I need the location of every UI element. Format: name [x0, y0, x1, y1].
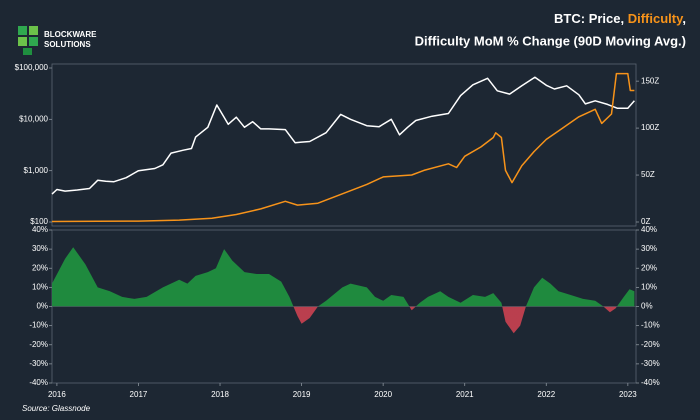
y2-tick-label: 100Z: [641, 123, 659, 132]
y-tick-label: 0%: [36, 302, 48, 311]
x-tick-label: 2021: [456, 390, 474, 399]
logo-block: [23, 48, 32, 55]
logo-text: SOLUTIONS: [44, 40, 91, 49]
series-line: [51, 72, 635, 223]
y-tick-label: -30%: [641, 359, 660, 368]
y-tick-label: -20%: [641, 340, 660, 349]
y-tick-label: 0%: [641, 302, 653, 311]
logo: BLOCKWARE SOLUTIONS: [18, 26, 97, 55]
x-tick-label: 2018: [211, 390, 229, 399]
logo-block: [18, 26, 27, 35]
y-tick-label: 20%: [641, 263, 657, 272]
y-tick-label: 20%: [32, 263, 48, 272]
mom-area: [52, 247, 635, 334]
y-tick-label: -10%: [29, 321, 48, 330]
x-tick-label: 2022: [537, 390, 555, 399]
y-tick-label: 40%: [641, 225, 657, 234]
y-tick-label: -40%: [641, 378, 660, 387]
title-part: Difficulty: [628, 11, 684, 26]
chart-title: BTC: Price, Difficulty,: [554, 11, 686, 26]
title-part: ,: [682, 11, 686, 26]
x-tick-label: 2017: [130, 390, 148, 399]
x-tick-label: 2020: [374, 390, 392, 399]
x-tick-label: 2023: [619, 390, 637, 399]
logo-text: BLOCKWARE: [44, 30, 97, 39]
y-tick-label: 40%: [32, 225, 48, 234]
logo-block: [29, 37, 38, 46]
title-part: BTC: Price,: [554, 11, 628, 26]
y-tick-label: $100: [30, 217, 48, 226]
y-tick-label: -30%: [29, 359, 48, 368]
source: Source: Glassnode: [22, 404, 91, 413]
y2-tick-label: 150Z: [641, 76, 659, 85]
chart-subtitle: Difficulty MoM % Change (90D Moving Avg.…: [415, 33, 686, 48]
x-tick-label: 2019: [293, 390, 311, 399]
y-tick-label: -40%: [29, 378, 48, 387]
y-tick-label: 30%: [641, 244, 657, 253]
y2-tick-label: 0Z: [641, 217, 650, 226]
y-tick-label: $100,000: [15, 63, 49, 72]
y-tick-label: 30%: [32, 244, 48, 253]
y-tick-label: 10%: [32, 282, 48, 291]
panel-frame: [51, 63, 637, 227]
x-tick-label: 2016: [48, 390, 66, 399]
y-tick-label: $1,000: [24, 166, 49, 175]
y2-tick-label: 50Z: [641, 170, 655, 179]
logo-block: [18, 37, 27, 46]
y-tick-label: 10%: [641, 282, 657, 291]
y-tick-label: -10%: [641, 321, 660, 330]
y-tick-label: -20%: [29, 340, 48, 349]
y-tick-label: $10,000: [19, 114, 48, 123]
series-line: [51, 76, 635, 195]
logo-block: [29, 26, 38, 35]
